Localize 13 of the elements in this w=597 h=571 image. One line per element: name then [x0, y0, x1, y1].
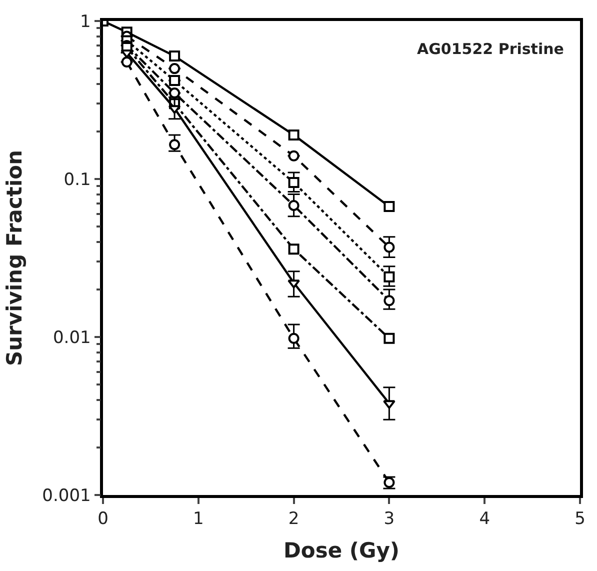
x-tick-label: 5 [574, 509, 586, 530]
x-axis-title: Dose (Gy) [283, 538, 400, 562]
x-tick-label: 0 [98, 509, 108, 530]
x-tick-label: 1 [192, 509, 204, 530]
x-tick-label: 2 [288, 509, 300, 530]
x-tick-label: 3 [384, 509, 395, 530]
y-tick-label: 0.001 [42, 486, 91, 506]
y-tick-label: 1 [80, 12, 91, 32]
y-tick-label: 0.1 [64, 170, 91, 190]
y-axis-title: Surviving Fraction [2, 150, 26, 366]
y-tick-label: 0.01 [52, 328, 91, 348]
annotation: AG01522 Pristine [417, 40, 564, 58]
x-tick-label: 4 [479, 509, 490, 530]
